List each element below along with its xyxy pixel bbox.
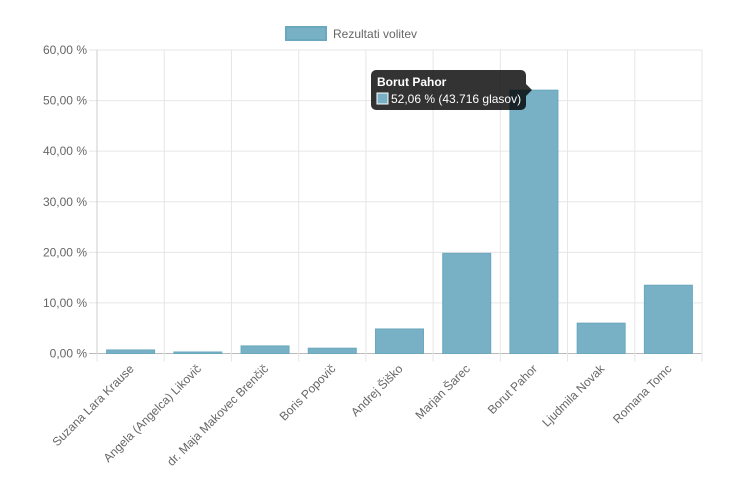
bars (106, 89, 693, 355)
tooltip-swatch (376, 92, 389, 105)
x-tick-label: Andrej Šiško (347, 361, 405, 419)
x-tick-label: Ljudmila Novak (539, 361, 608, 430)
y-tick-label: 30,00 % (43, 195, 87, 209)
y-tick-label: 40,00 % (43, 144, 87, 158)
y-tick-label: 60,00 % (43, 43, 87, 57)
bar[interactable] (509, 89, 559, 354)
x-tick-label: Romana Tomc (610, 362, 674, 426)
bar[interactable] (173, 351, 223, 355)
tooltip-box (371, 70, 526, 110)
tooltip-caret (526, 84, 532, 96)
bar[interactable] (240, 345, 290, 355)
x-tick-label: Boris Popovič (277, 362, 339, 424)
y-tick-label: 0,00 % (50, 347, 88, 361)
tooltip-title: Borut Pahor (377, 75, 447, 89)
bar[interactable] (442, 252, 492, 354)
y-axis: 0,00 % 10,00 % 20,00 % 30,00 % 40,00 % 50,00 … (43, 43, 87, 361)
bar[interactable] (576, 322, 626, 354)
legend[interactable]: Rezultati volitev (285, 26, 417, 41)
y-tick-label: 10,00 % (43, 296, 87, 310)
bar[interactable] (643, 284, 693, 354)
x-tick-label: Marjan Šarec (412, 361, 473, 422)
bar[interactable] (106, 349, 156, 355)
legend-swatch (285, 26, 327, 41)
tooltip: Borut Pahor 52,06 % (43.716 glasov) (371, 70, 532, 110)
bar[interactable] (307, 347, 357, 355)
y-tick-label: 50,00 % (43, 94, 87, 108)
legend-label: Rezultati volitev (333, 27, 417, 41)
x-tick-label: Borut Pahor (485, 362, 540, 417)
tooltip-body: 52,06 % (43.716 glasov) (391, 92, 521, 106)
y-tick-label: 20,00 % (43, 245, 87, 259)
bar[interactable] (375, 328, 424, 354)
